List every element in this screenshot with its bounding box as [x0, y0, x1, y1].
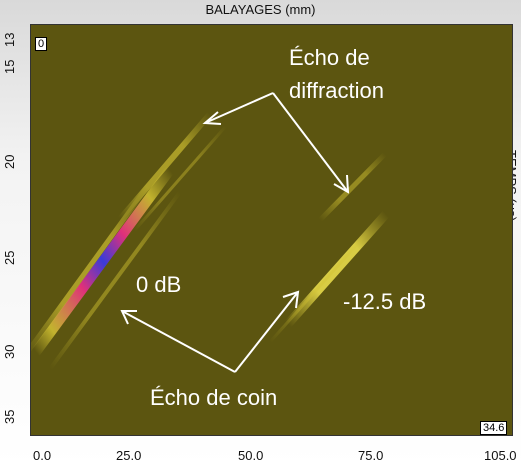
top-left-index-box: 0 — [35, 37, 48, 51]
y-tick-15: 15 — [2, 59, 17, 75]
x-tick-0: 0.0 — [33, 448, 52, 463]
annotation-arrows — [120, 92, 350, 373]
bscan-plot — [30, 24, 513, 436]
y-tick-20: 20 — [2, 154, 17, 170]
page-title: BALAYAGES (mm) — [205, 2, 316, 17]
arrow-coin-right-head — [282, 290, 300, 309]
x-tick-75: 75.0 — [358, 448, 384, 463]
arrow-coin-right — [234, 291, 299, 373]
corner-echo-band-lower — [48, 190, 182, 371]
arrow-diffraction-left — [204, 92, 274, 124]
annotation-left-db: 0 dB — [136, 272, 182, 297]
corner-echo-right-band — [268, 228, 372, 344]
diffraction-echo-left — [117, 111, 213, 222]
bottom-right-value-box: 34.6 — [480, 421, 508, 435]
annotation-diffraction-line2: diffraction — [289, 78, 384, 103]
x-tick-50: 50.0 — [238, 448, 264, 463]
y-tick-13: 13 — [2, 32, 17, 48]
arrow-coin-left — [121, 310, 236, 373]
corner-echo-main — [31, 165, 175, 357]
arrow-diffraction-right-head — [333, 174, 350, 194]
diffraction-echo-left-band — [132, 124, 228, 233]
arrow-diffraction-left-head — [202, 111, 222, 125]
diffraction-echo-right — [317, 151, 388, 223]
y-tick-35: 35 — [2, 409, 17, 425]
arrow-diffraction-right — [272, 92, 349, 193]
arrow-coin-left-head — [120, 310, 137, 325]
plot-background — [30, 24, 513, 436]
y-tick-25: 25 — [2, 250, 17, 266]
x-tick-25: 25.0 — [116, 448, 142, 463]
y-tick-30: 30 — [2, 344, 17, 360]
x-tick-105: 105.0 — [484, 448, 517, 463]
annotation-coin: Écho de coin — [150, 385, 278, 410]
annotation-right-db: -12.5 dB — [343, 289, 427, 314]
annotation-diffraction-line1: Écho de — [289, 45, 370, 70]
